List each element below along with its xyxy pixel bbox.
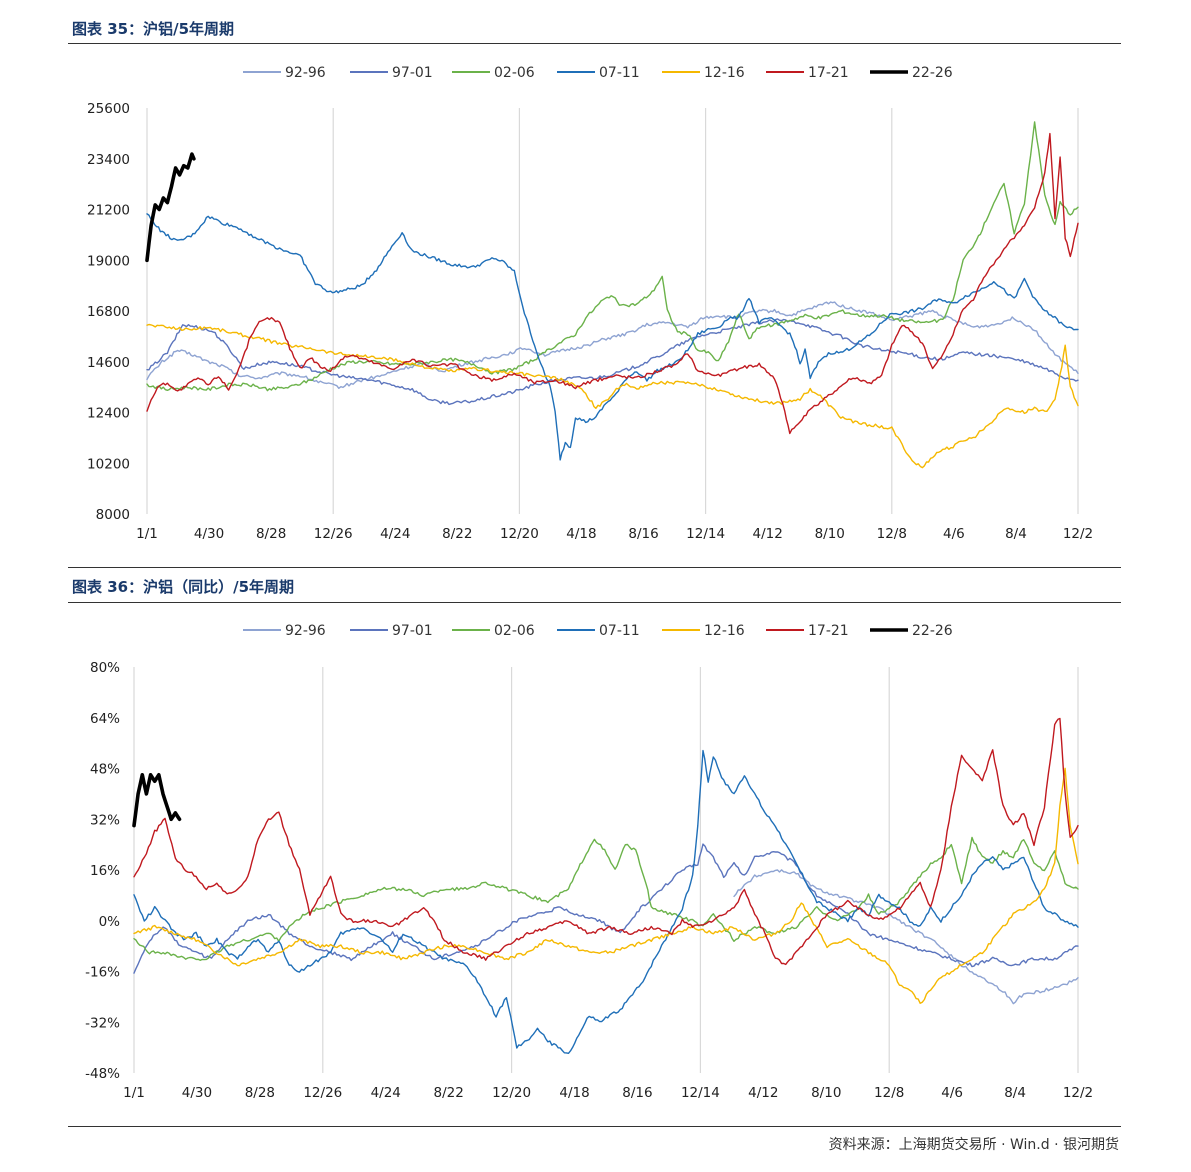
x-tick-label: 4/30 bbox=[194, 526, 224, 542]
x-tick-label: 4/24 bbox=[371, 1085, 401, 1101]
legend-label: 92-96 bbox=[285, 65, 326, 81]
series-line-02-06 bbox=[133, 836, 1079, 961]
series-line-92-96 bbox=[146, 301, 1079, 389]
x-tick-label: 12/8 bbox=[874, 1085, 904, 1101]
x-tick-label: 12/20 bbox=[492, 1085, 531, 1101]
legend-label: 17-21 bbox=[808, 623, 849, 639]
y-tick-label: -48% bbox=[85, 1066, 120, 1082]
x-tick-label: 4/24 bbox=[380, 526, 410, 542]
x-tick-label: 4/6 bbox=[943, 526, 965, 542]
legend-label: 02-06 bbox=[494, 65, 535, 81]
x-tick-label: 12/8 bbox=[877, 526, 907, 542]
series-line-22-26 bbox=[132, 773, 182, 828]
footer-rule bbox=[68, 1126, 1121, 1127]
y-tick-label: 23400 bbox=[87, 152, 130, 168]
title-rule-top-35 bbox=[68, 43, 1121, 44]
series-line-97-01 bbox=[146, 318, 1079, 406]
series-line-97-01 bbox=[133, 843, 1079, 974]
y-tick-label: 12400 bbox=[87, 406, 130, 422]
x-tick-label: 8/28 bbox=[245, 1085, 275, 1101]
x-tick-label: 8/4 bbox=[1004, 1085, 1026, 1101]
y-tick-label: 14600 bbox=[87, 355, 130, 371]
series-line-07-11 bbox=[133, 749, 1079, 1054]
y-tick-label: 19000 bbox=[87, 253, 130, 269]
series-line-92-96 bbox=[733, 869, 1079, 1005]
series-line-22-26 bbox=[145, 152, 196, 263]
legend-label: 07-11 bbox=[599, 65, 640, 81]
x-tick-label: 4/12 bbox=[748, 1085, 778, 1101]
legend-label: 07-11 bbox=[599, 623, 640, 639]
legend-label: 22-26 bbox=[912, 65, 953, 81]
x-tick-label: 4/12 bbox=[753, 526, 783, 542]
chart-title-35: 图表 35：沪铝/5年周期 bbox=[72, 20, 235, 38]
x-tick-label: 12/2 bbox=[1063, 526, 1093, 542]
x-tick-label: 4/18 bbox=[566, 526, 596, 542]
x-tick-label: 8/22 bbox=[442, 526, 472, 542]
series-line-17-21 bbox=[133, 717, 1079, 966]
y-tick-label: 25600 bbox=[87, 101, 130, 117]
y-tick-label: 16% bbox=[90, 863, 120, 879]
y-tick-label: -16% bbox=[85, 965, 120, 981]
x-tick-label: 12/2 bbox=[1063, 1085, 1093, 1101]
y-tick-label: -32% bbox=[85, 1015, 120, 1031]
legend-label: 12-16 bbox=[704, 623, 745, 639]
y-tick-label: 32% bbox=[90, 812, 120, 828]
series-line-07-11 bbox=[146, 213, 1079, 461]
aluminum-price-5yr-cycle-chart: 25600 23400 21200 19000 16800 14600 12400 10200… bbox=[87, 65, 1093, 542]
x-tick-label: 8/16 bbox=[628, 526, 658, 542]
x-tick-label: 8/28 bbox=[256, 526, 286, 542]
y-tick-label: 21200 bbox=[87, 203, 130, 219]
aluminum-yoy-5yr-cycle-chart: 80% 64% 48% 32% 16% 0% -16% -32% -48%1/1 4/30 8/28… bbox=[85, 623, 1093, 1101]
y-tick-label: 0% bbox=[99, 914, 121, 930]
series-line-17-21 bbox=[146, 132, 1079, 435]
legend-label: 02-06 bbox=[494, 623, 535, 639]
x-tick-label: 8/22 bbox=[434, 1085, 464, 1101]
x-tick-label: 4/6 bbox=[941, 1085, 963, 1101]
legend-label: 97-01 bbox=[392, 65, 433, 81]
y-tick-label: 8000 bbox=[96, 507, 130, 523]
title-rule-bottom-35 bbox=[68, 567, 1121, 568]
legend-label: 97-01 bbox=[392, 623, 433, 639]
x-tick-label: 1/1 bbox=[136, 526, 158, 542]
chart-title-36: 图表 36：沪铝（同比）/5年周期 bbox=[72, 578, 295, 596]
x-tick-label: 8/10 bbox=[811, 1085, 841, 1101]
x-tick-label: 8/16 bbox=[622, 1085, 652, 1101]
series-line-02-06 bbox=[146, 121, 1079, 392]
y-tick-label: 64% bbox=[90, 711, 120, 727]
series-line-12-16 bbox=[133, 767, 1079, 1004]
y-tick-label: 16800 bbox=[87, 304, 130, 320]
x-tick-label: 1/1 bbox=[123, 1085, 145, 1101]
x-tick-label: 4/18 bbox=[559, 1085, 589, 1101]
x-tick-label: 12/14 bbox=[686, 526, 725, 542]
y-tick-label: 80% bbox=[90, 660, 120, 676]
x-tick-label: 8/4 bbox=[1005, 526, 1027, 542]
x-tick-label: 8/10 bbox=[815, 526, 845, 542]
x-tick-label: 4/30 bbox=[182, 1085, 212, 1101]
x-tick-label: 12/20 bbox=[500, 526, 539, 542]
x-tick-label: 12/26 bbox=[303, 1085, 342, 1101]
x-tick-label: 12/26 bbox=[314, 526, 353, 542]
source-note: 资料来源：上海期货交易所 · Win.d · 银河期货 bbox=[828, 1137, 1119, 1153]
legend-label: 12-16 bbox=[704, 65, 745, 81]
title-rule-top-36 bbox=[68, 602, 1121, 603]
legend-label: 17-21 bbox=[808, 65, 849, 81]
legend-label: 22-26 bbox=[912, 623, 953, 639]
series-line-12-16 bbox=[146, 323, 1079, 469]
legend-label: 92-96 bbox=[285, 623, 326, 639]
y-tick-label: 10200 bbox=[87, 456, 130, 472]
y-tick-label: 48% bbox=[90, 762, 120, 778]
x-tick-label: 12/14 bbox=[681, 1085, 720, 1101]
